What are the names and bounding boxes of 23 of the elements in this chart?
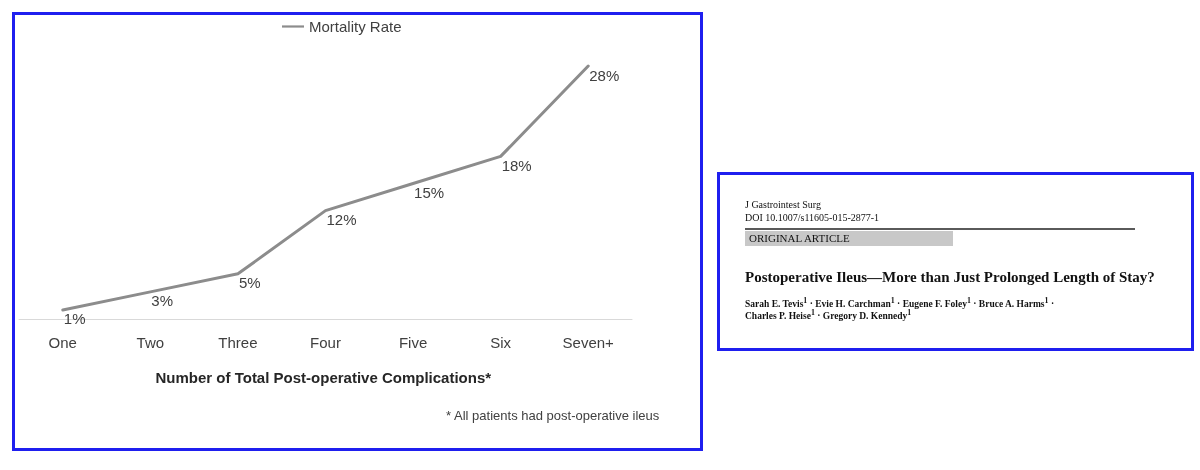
text: Charles P. Heise$^{1}$ · Gregory D. Kennedy$^{1}$ <box>745 308 912 322</box>
text: ORIGINAL ARTICLE <box>745 231 953 246</box>
text: DOI 10.1007/s11605-015-2877-1 <box>745 212 880 223</box>
data-label: 3% <box>151 292 174 310</box>
x-tick-label: One <box>48 334 77 351</box>
x-tick-label: Six <box>490 334 512 351</box>
text: J Gastrointest Surg <box>745 199 821 210</box>
text: Postoperative Ileus—More than Just Prolonged Length of Stay? <box>745 269 1155 286</box>
x-tick-label: Three <box>218 334 258 351</box>
legend-label: Mortality Rate <box>309 18 402 35</box>
x-axis-title: Number of Total Post-operative Complications* <box>155 369 492 386</box>
x-tick-label: Two <box>136 334 165 351</box>
x-tick-label: Five <box>398 334 428 351</box>
x-tick-label: Seven+ <box>562 334 615 351</box>
data-label: 12% <box>326 211 357 229</box>
data-label: 28% <box>589 66 620 84</box>
data-label: 1% <box>63 310 86 328</box>
x-tick-label: Four <box>310 334 341 351</box>
data-label: 5% <box>238 274 261 292</box>
text: * All patients had post-operative ileus <box>446 408 660 423</box>
data-label: 18% <box>501 156 532 174</box>
data-label: 15% <box>414 184 445 201</box>
text: Sarah E. Tevis$^{1}$ · Evie H. Carchman$^{1}$ · Eugene F. Foley$^{1}$ · Bruce A. Harms$^{1}$ · <box>745 296 1055 310</box>
